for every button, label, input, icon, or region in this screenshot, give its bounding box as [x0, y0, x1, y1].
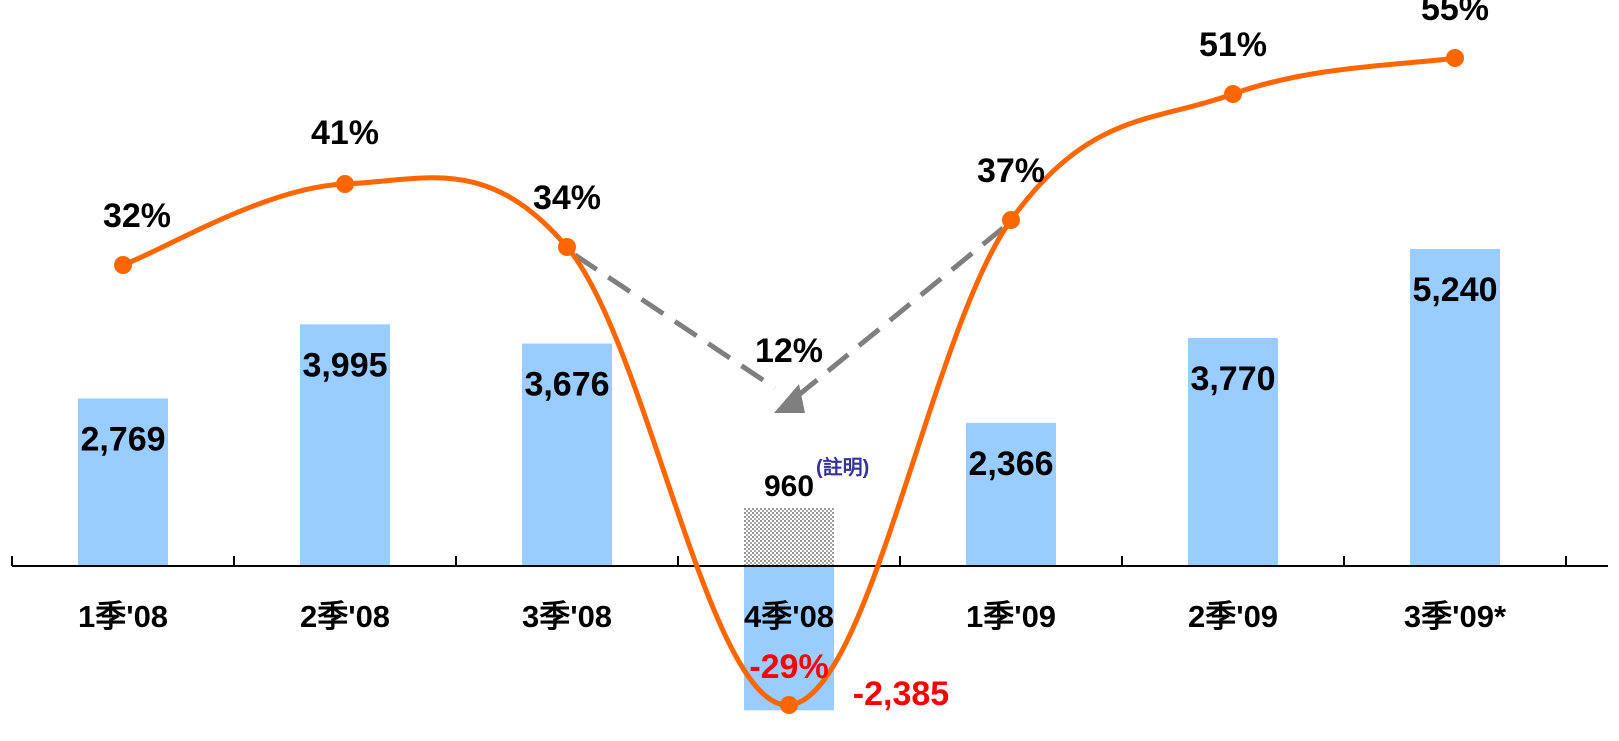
- labels-layer: 32% 41% 34% -29% 37% 51% 55% 2,769 3,995 3,676 -2,…: [80, 0, 1497, 713]
- percent-label-1: 32%: [103, 197, 171, 235]
- percent-label-3: 34%: [533, 179, 601, 217]
- dashed-arrow-left: [573, 252, 777, 391]
- line-point-6: [1224, 85, 1242, 103]
- x-tick-label-3: 3季'08: [522, 599, 612, 634]
- line-point-2: [336, 175, 354, 193]
- bar-3: [522, 343, 612, 566]
- line-point-3: [558, 238, 576, 256]
- adjusted-bar: [744, 507, 834, 566]
- bar-label-3: 3,676: [524, 366, 609, 404]
- line-point-4: [780, 696, 798, 714]
- percent-label-7: 55%: [1421, 0, 1489, 28]
- note-label: (註明): [816, 455, 869, 479]
- bar-6: [1188, 337, 1278, 566]
- bar-2: [300, 324, 390, 566]
- bar-label-2: 3,995: [302, 346, 387, 384]
- adjusted-percent-label: 12%: [755, 332, 823, 370]
- percent-label-5: 37%: [977, 152, 1045, 190]
- arrow-head: [774, 384, 805, 413]
- percent-label-6: 51%: [1199, 26, 1267, 64]
- bar-1: [78, 398, 168, 566]
- x-tick-label-2: 2季'08: [300, 599, 390, 634]
- dashed-arrow-right: [793, 226, 1005, 400]
- percent-label-2: 41%: [311, 114, 379, 152]
- dashed-arrows: [573, 226, 1005, 413]
- adjusted-value-label: 960: [764, 470, 814, 503]
- x-tick-label-6: 2季'09: [1188, 599, 1278, 634]
- bar-label-4: -2,385: [853, 675, 949, 713]
- x-axis: 1季'08 2季'08 3季'08 4季'08 1季'09 2季'09 3季'09*: [11, 556, 1608, 634]
- x-tick-label-4: 4季'08: [744, 599, 834, 634]
- bar-5: [966, 422, 1056, 566]
- bars-layer: [78, 248, 1500, 711]
- bar-label-6: 3,770: [1190, 360, 1275, 398]
- percent-label-4: -29%: [749, 648, 828, 686]
- line-point-1: [114, 256, 132, 274]
- x-tick-label-5: 1季'09: [966, 599, 1056, 634]
- bar-label-7: 5,240: [1412, 271, 1497, 309]
- percent-line-series: [114, 49, 1464, 714]
- bar-label-5: 2,366: [968, 445, 1053, 483]
- line-point-5: [1002, 211, 1020, 229]
- line-point-7: [1446, 49, 1464, 67]
- bar-label-1: 2,769: [80, 420, 165, 458]
- bar-7: [1410, 248, 1500, 567]
- x-tick-label-7: 3季'09*: [1404, 599, 1507, 634]
- x-tick-label-1: 1季'08: [78, 599, 168, 634]
